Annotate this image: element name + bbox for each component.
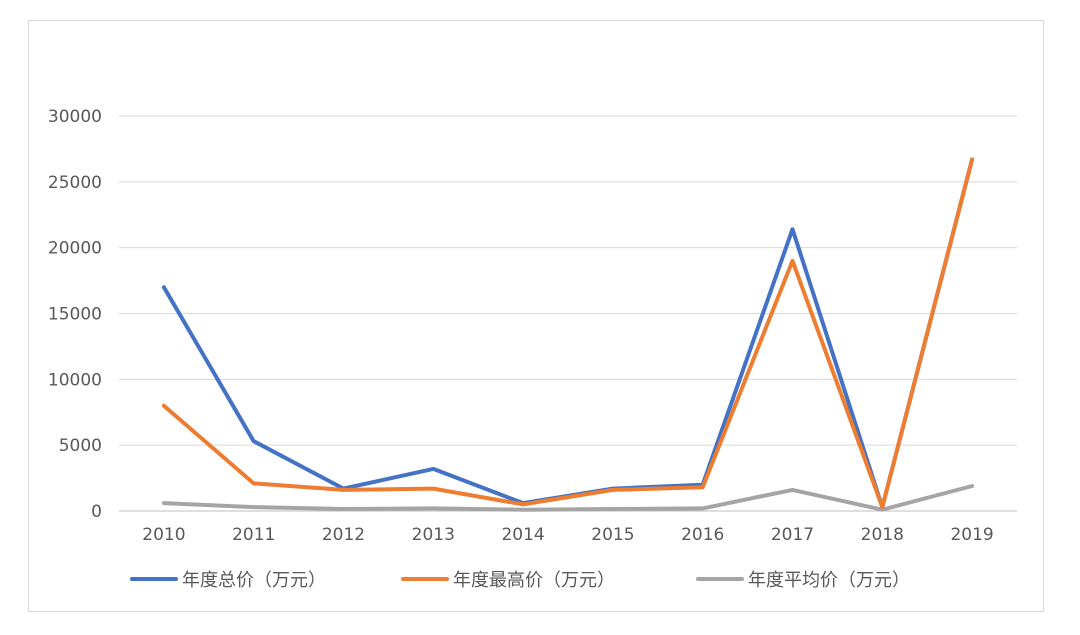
y-tick-label: 10000 xyxy=(48,370,102,390)
legend-item: 年度最高价（万元） xyxy=(401,570,615,591)
x-tick-label: 2010 xyxy=(142,525,185,545)
x-tick-label: 2016 xyxy=(681,525,724,545)
x-tick-label: 2014 xyxy=(501,525,544,545)
gridlines xyxy=(119,115,1017,512)
legend-label: 年度最高价（万元） xyxy=(453,570,615,591)
x-tick-label: 2013 xyxy=(412,525,455,545)
y-tick-label: 15000 xyxy=(48,305,102,325)
y-tick-label: 0 xyxy=(91,502,102,522)
legend-label: 年度总价（万元） xyxy=(182,570,326,591)
legend-label: 年度平均价（万元） xyxy=(748,570,910,591)
x-tick-label: 2017 xyxy=(771,525,814,545)
y-tick-label: 5000 xyxy=(59,436,102,456)
x-tick-label: 2015 xyxy=(591,525,634,545)
legend-item: 年度总价（万元） xyxy=(130,570,326,591)
x-tick-label: 2012 xyxy=(322,525,365,545)
y-tick-label: 20000 xyxy=(48,239,102,259)
series-line xyxy=(161,484,975,512)
x-tick-label: 2018 xyxy=(861,525,904,545)
legend: 年度总价（万元） 年度最高价（万元） 年度平均价（万元） xyxy=(130,570,910,591)
y-tick-label: 30000 xyxy=(48,107,102,127)
series-lines xyxy=(161,157,975,512)
x-axis-ticks: 2010 2011 2012 2013 2014 2015 2016 2017 2018 2019 xyxy=(142,525,993,545)
chart-frame xyxy=(28,20,1044,612)
y-axis-ticks: 0 5000 10000 15000 20000 25000 30000 xyxy=(48,107,102,522)
x-tick-label: 2019 xyxy=(950,525,993,545)
series-line xyxy=(161,157,975,510)
x-tick-label: 2011 xyxy=(232,525,275,545)
y-tick-label: 25000 xyxy=(48,173,102,193)
legend-item: 年度平均价（万元） xyxy=(696,570,910,591)
series-line xyxy=(161,157,975,510)
